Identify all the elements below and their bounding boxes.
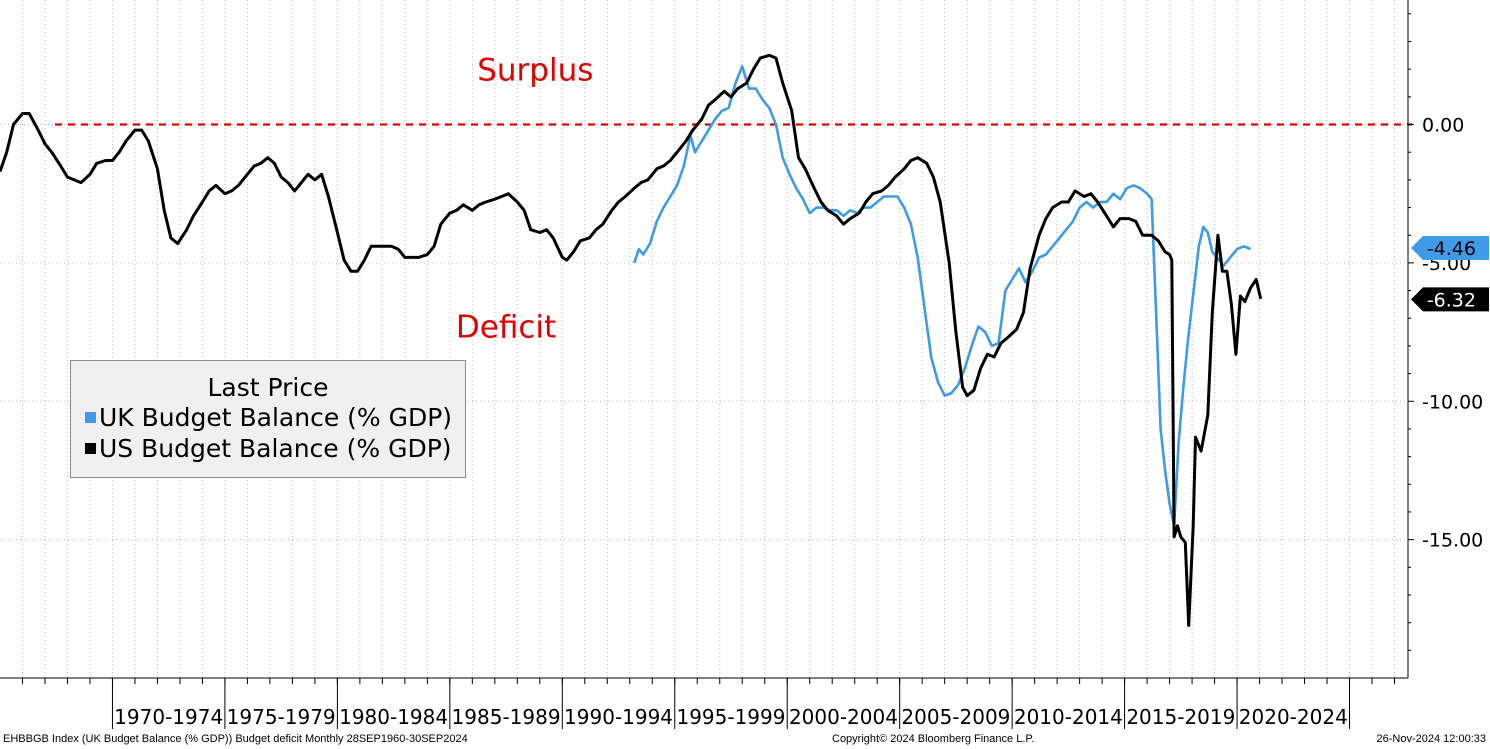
- y-tick-label: 0.00: [1422, 115, 1464, 137]
- x-tick-label: 2015-2019: [1126, 705, 1235, 729]
- chart-legend: Last Price UK Budget Balance (% GDP) US …: [70, 360, 466, 478]
- legend-entry-uk: UK Budget Balance (% GDP): [71, 402, 465, 433]
- last-value-text: -4.46: [1427, 238, 1476, 260]
- x-tick-label: 1990-1994: [564, 705, 673, 729]
- y-axis: 0.00-5.00-10.00-15.00: [1407, 0, 1483, 678]
- last-value-label-uk: -4.46: [1411, 235, 1489, 260]
- x-tick-label: 1970-1974: [114, 705, 223, 729]
- annotation-surplus: Surplus: [477, 52, 593, 88]
- series-line-uk: [633, 65, 1252, 528]
- legend-swatch-us: [85, 443, 96, 454]
- footer-source: EHBBGB Index (UK Budget Balance (% GDP))…: [3, 733, 468, 745]
- last-value-box: [1411, 235, 1489, 260]
- y-tick-label: -10.00: [1422, 391, 1483, 413]
- chart-grid: [0, 0, 1408, 678]
- legend-label-us: US Budget Balance (% GDP): [99, 434, 452, 463]
- series-lines: [0, 53, 1263, 627]
- legend-title: Last Price: [207, 373, 329, 402]
- x-tick-label: 2010-2014: [1014, 705, 1123, 729]
- last-value-box: [1411, 287, 1489, 312]
- x-tick-label: 1985-1989: [452, 705, 561, 729]
- legend-entry-us: US Budget Balance (% GDP): [71, 433, 465, 464]
- annotation-deficit: Deficit: [456, 310, 556, 346]
- last-value-label-us: -6.32: [1411, 287, 1489, 312]
- footer-copyright: Copyright© 2024 Bloomberg Finance L.P.: [832, 733, 1035, 745]
- x-tick-label: 2005-2009: [901, 705, 1010, 729]
- x-tick-label: 1980-1984: [339, 705, 448, 729]
- last-value-text: -6.32: [1427, 289, 1476, 311]
- x-tick-label: 1995-1999: [676, 705, 785, 729]
- legend-label-uk: UK Budget Balance (% GDP): [99, 403, 453, 432]
- last-value-labels: -6.32 -4.46: [1411, 235, 1489, 312]
- x-tick-label: 1975-1979: [227, 705, 336, 729]
- chart-annotations: Surplus Deficit: [456, 52, 593, 345]
- footer-timestamp: 26-Nov-2024 12:00:33: [1376, 733, 1486, 745]
- x-axis: 1970-1974 1975-1979 1980-1984 1985-1989 1990…: [0, 677, 1408, 729]
- x-tick-label: 2020-2024: [1239, 705, 1348, 729]
- legend-swatch-uk: [85, 412, 96, 423]
- y-tick-label: -15.00: [1422, 530, 1483, 552]
- series-line-us: [0, 53, 1263, 627]
- x-tick-label: 2000-2004: [789, 705, 898, 729]
